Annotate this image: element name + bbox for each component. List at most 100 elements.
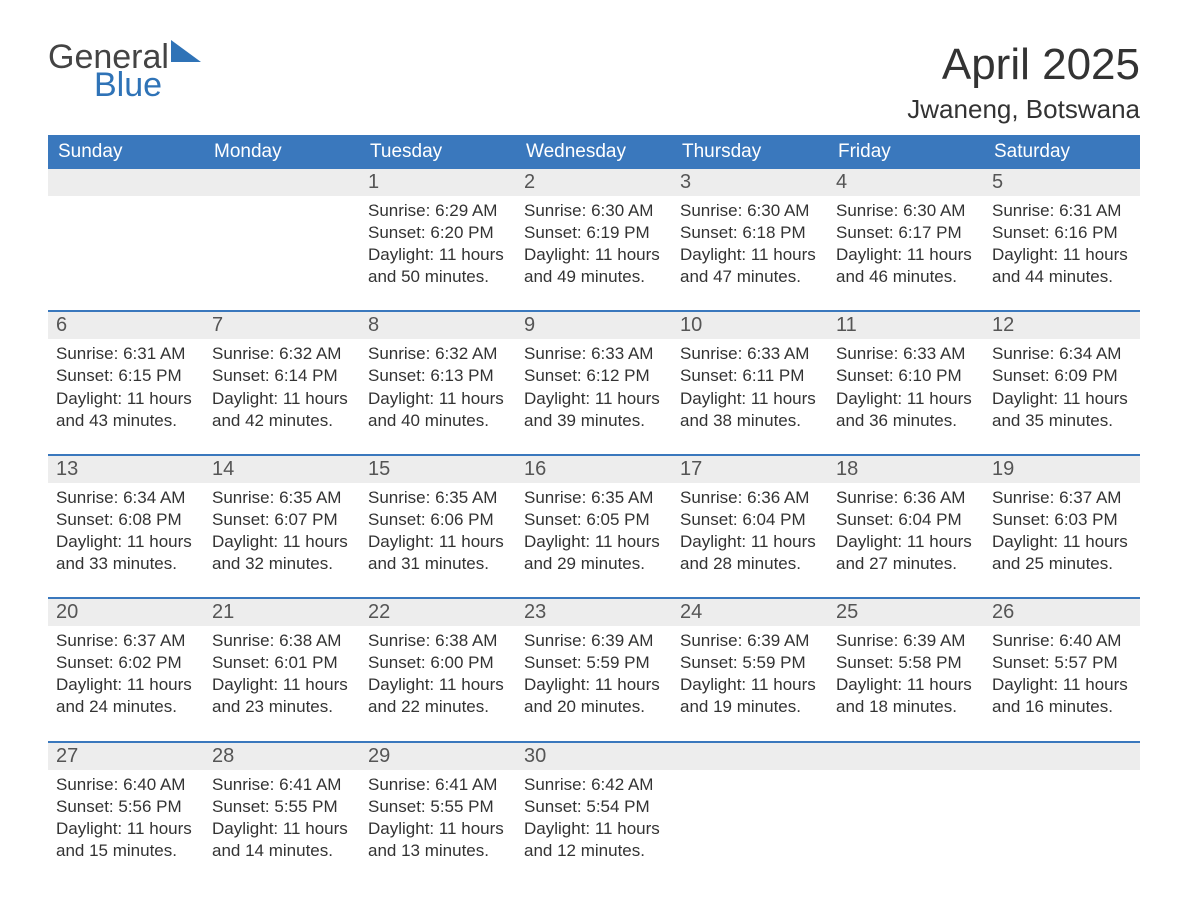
day-number: 16: [516, 456, 672, 483]
day-dl1: Daylight: 11 hours: [836, 244, 976, 266]
day-dl1: Daylight: 11 hours: [992, 674, 1132, 696]
day-cell: Sunrise: 6:29 AMSunset: 6:20 PMDaylight:…: [360, 196, 516, 294]
day-sunrise: Sunrise: 6:36 AM: [680, 487, 820, 509]
day-dl2: and 33 minutes.: [56, 553, 196, 575]
day-number: [984, 743, 1140, 770]
day-number: 2: [516, 169, 672, 196]
day-number: 14: [204, 456, 360, 483]
day-sunset: Sunset: 6:12 PM: [524, 365, 664, 387]
day-sunset: Sunset: 6:04 PM: [680, 509, 820, 531]
daynum-row: 12345: [48, 169, 1140, 196]
day-dl1: Daylight: 11 hours: [368, 531, 508, 553]
day-sunset: Sunset: 6:14 PM: [212, 365, 352, 387]
day-sunset: Sunset: 6:17 PM: [836, 222, 976, 244]
day-number: 1: [360, 169, 516, 196]
weekday-header: Friday: [828, 135, 984, 169]
weekday-header: Thursday: [672, 135, 828, 169]
day-dl1: Daylight: 11 hours: [56, 818, 196, 840]
day-cell: Sunrise: 6:33 AMSunset: 6:10 PMDaylight:…: [828, 339, 984, 437]
daynum-row: 20212223242526: [48, 599, 1140, 626]
location: Jwaneng, Botswana: [907, 94, 1140, 125]
day-dl1: Daylight: 11 hours: [680, 531, 820, 553]
day-number: [672, 743, 828, 770]
day-sunrise: Sunrise: 6:31 AM: [56, 343, 196, 365]
day-cell: [672, 770, 828, 868]
day-cell: Sunrise: 6:33 AMSunset: 6:12 PMDaylight:…: [516, 339, 672, 437]
day-sunrise: Sunrise: 6:35 AM: [212, 487, 352, 509]
day-sunset: Sunset: 6:06 PM: [368, 509, 508, 531]
day-number: [828, 743, 984, 770]
day-cell: Sunrise: 6:40 AMSunset: 5:56 PMDaylight:…: [48, 770, 204, 868]
day-sunrise: Sunrise: 6:39 AM: [680, 630, 820, 652]
week-block: 27282930Sunrise: 6:40 AMSunset: 5:56 PMD…: [48, 741, 1140, 868]
day-dl1: Daylight: 11 hours: [212, 818, 352, 840]
weekday-header: Monday: [204, 135, 360, 169]
week-block: 6789101112Sunrise: 6:31 AMSunset: 6:15 P…: [48, 310, 1140, 437]
day-dl1: Daylight: 11 hours: [212, 674, 352, 696]
day-sunset: Sunset: 6:15 PM: [56, 365, 196, 387]
day-dl1: Daylight: 11 hours: [836, 674, 976, 696]
day-dl2: and 49 minutes.: [524, 266, 664, 288]
day-number: 30: [516, 743, 672, 770]
day-dl2: and 18 minutes.: [836, 696, 976, 718]
day-dl2: and 35 minutes.: [992, 410, 1132, 432]
weekday-header: Sunday: [48, 135, 204, 169]
day-dl2: and 14 minutes.: [212, 840, 352, 862]
day-cell: Sunrise: 6:36 AMSunset: 6:04 PMDaylight:…: [672, 483, 828, 581]
day-cell: [204, 196, 360, 294]
day-sunset: Sunset: 6:18 PM: [680, 222, 820, 244]
day-sunset: Sunset: 6:16 PM: [992, 222, 1132, 244]
day-dl2: and 25 minutes.: [992, 553, 1132, 575]
day-sunrise: Sunrise: 6:33 AM: [836, 343, 976, 365]
day-sunrise: Sunrise: 6:41 AM: [368, 774, 508, 796]
day-cell: Sunrise: 6:35 AMSunset: 6:07 PMDaylight:…: [204, 483, 360, 581]
day-dl1: Daylight: 11 hours: [368, 818, 508, 840]
week-block: 20212223242526Sunrise: 6:37 AMSunset: 6:…: [48, 597, 1140, 724]
day-sunset: Sunset: 5:54 PM: [524, 796, 664, 818]
day-sunrise: Sunrise: 6:37 AM: [56, 630, 196, 652]
day-number: 25: [828, 599, 984, 626]
day-number: 15: [360, 456, 516, 483]
daynum-row: 27282930: [48, 743, 1140, 770]
day-dl2: and 46 minutes.: [836, 266, 976, 288]
day-sunset: Sunset: 6:13 PM: [368, 365, 508, 387]
day-data-row: Sunrise: 6:31 AMSunset: 6:15 PMDaylight:…: [48, 339, 1140, 437]
day-sunrise: Sunrise: 6:34 AM: [56, 487, 196, 509]
day-sunset: Sunset: 6:20 PM: [368, 222, 508, 244]
week-block: 12345Sunrise: 6:29 AMSunset: 6:20 PMDayl…: [48, 169, 1140, 294]
day-number: 3: [672, 169, 828, 196]
day-cell: Sunrise: 6:39 AMSunset: 5:59 PMDaylight:…: [516, 626, 672, 724]
day-number: 17: [672, 456, 828, 483]
day-sunrise: Sunrise: 6:36 AM: [836, 487, 976, 509]
day-number: 23: [516, 599, 672, 626]
day-dl1: Daylight: 11 hours: [524, 531, 664, 553]
day-cell: Sunrise: 6:38 AMSunset: 6:01 PMDaylight:…: [204, 626, 360, 724]
day-dl1: Daylight: 11 hours: [524, 388, 664, 410]
daynum-row: 6789101112: [48, 312, 1140, 339]
day-number: 13: [48, 456, 204, 483]
day-sunset: Sunset: 6:05 PM: [524, 509, 664, 531]
logo: General Blue: [48, 40, 201, 102]
day-sunset: Sunset: 6:10 PM: [836, 365, 976, 387]
day-number: 24: [672, 599, 828, 626]
day-data-row: Sunrise: 6:34 AMSunset: 6:08 PMDaylight:…: [48, 483, 1140, 581]
day-number: 28: [204, 743, 360, 770]
day-dl1: Daylight: 11 hours: [836, 388, 976, 410]
day-sunset: Sunset: 5:59 PM: [524, 652, 664, 674]
day-sunrise: Sunrise: 6:30 AM: [524, 200, 664, 222]
day-dl1: Daylight: 11 hours: [212, 531, 352, 553]
day-cell: Sunrise: 6:40 AMSunset: 5:57 PMDaylight:…: [984, 626, 1140, 724]
day-number: 26: [984, 599, 1140, 626]
header: General Blue April 2025 Jwaneng, Botswan…: [48, 40, 1140, 125]
day-sunrise: Sunrise: 6:29 AM: [368, 200, 508, 222]
day-dl1: Daylight: 11 hours: [680, 388, 820, 410]
day-dl1: Daylight: 11 hours: [680, 244, 820, 266]
day-dl1: Daylight: 11 hours: [56, 388, 196, 410]
day-dl2: and 47 minutes.: [680, 266, 820, 288]
day-dl2: and 27 minutes.: [836, 553, 976, 575]
day-dl2: and 24 minutes.: [56, 696, 196, 718]
day-cell: Sunrise: 6:35 AMSunset: 6:05 PMDaylight:…: [516, 483, 672, 581]
day-sunrise: Sunrise: 6:39 AM: [524, 630, 664, 652]
day-sunrise: Sunrise: 6:41 AM: [212, 774, 352, 796]
day-cell: Sunrise: 6:32 AMSunset: 6:14 PMDaylight:…: [204, 339, 360, 437]
